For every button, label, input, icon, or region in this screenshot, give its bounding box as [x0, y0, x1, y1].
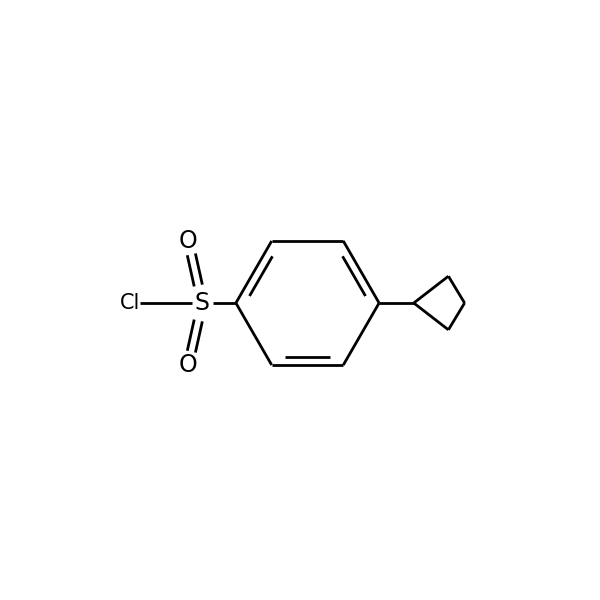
- Text: O: O: [179, 229, 197, 253]
- Text: S: S: [194, 291, 209, 315]
- Text: O: O: [179, 353, 197, 377]
- Text: Cl: Cl: [119, 293, 140, 313]
